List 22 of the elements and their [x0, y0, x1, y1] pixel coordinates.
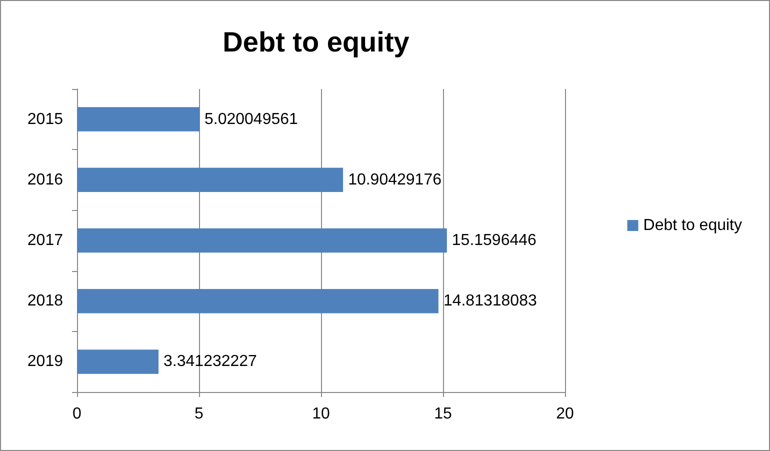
data-label: 10.90429176 [348, 171, 442, 188]
y-tick-label: 2018 [27, 292, 64, 310]
data-label: 15.1596446 [452, 232, 537, 249]
x-tick-label: 20 [556, 406, 574, 422]
bar [77, 168, 344, 192]
data-label: 3.341232227 [164, 353, 258, 370]
y-tick-label: 2015 [27, 110, 64, 128]
bar [77, 107, 200, 132]
x-tick-label: 10 [312, 406, 330, 422]
y-tick-label: 2019 [27, 353, 64, 370]
y-tick-label: 2016 [27, 171, 64, 188]
x-tick-label: 0 [72, 406, 82, 422]
x-tick-label: 15 [434, 406, 452, 422]
data-label: 14.81318083 [443, 292, 537, 310]
legend-label: Debt to equity [643, 217, 742, 234]
bar [77, 228, 447, 253]
chart-title: Debt to equity [222, 26, 410, 58]
data-label: 5.020049561 [204, 110, 298, 128]
bar [77, 350, 159, 374]
y-tick-label: 2017 [27, 232, 64, 249]
x-tick-label: 5 [194, 406, 204, 422]
bar [77, 288, 438, 314]
